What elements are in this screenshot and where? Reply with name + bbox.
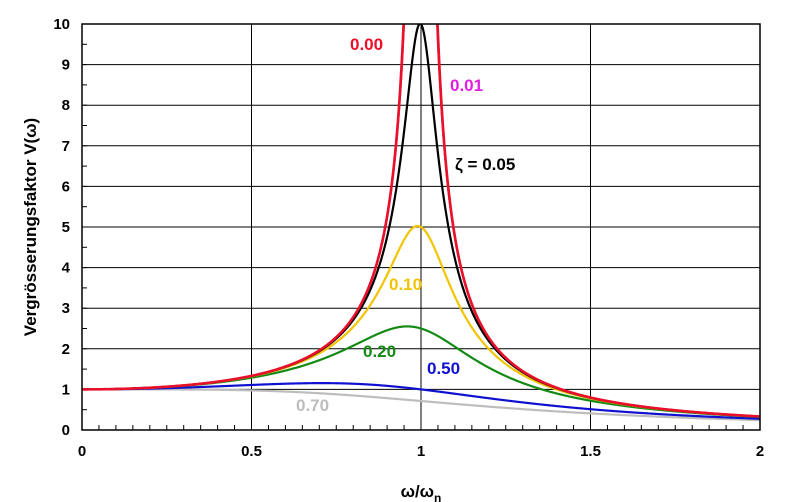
y-tick-label: 4 [62, 260, 71, 277]
curves [82, 24, 760, 422]
y-tick-label: 8 [62, 97, 70, 114]
x-tick-label: 0 [78, 443, 86, 460]
x-axis-title: ω/ωn [401, 482, 442, 502]
y-tick-label: 0 [62, 422, 70, 439]
x-tick-label: 1.5 [580, 443, 601, 460]
curve-label: 0.00 [350, 35, 383, 54]
curve-label: ζ = 0.05 [455, 155, 515, 174]
curve-zeta-0-50 [82, 382, 760, 420]
x-axis-title-subscript: n [434, 491, 441, 502]
x-tick-label: 1 [417, 443, 425, 460]
curve-label: 0.10 [389, 275, 422, 294]
curve-label: 0.70 [296, 396, 329, 415]
grid [82, 24, 760, 430]
y-tick-label: 3 [62, 300, 70, 317]
x-tick-label: 2 [756, 443, 764, 460]
y-tick-label: 10 [53, 16, 70, 33]
y-tick-label: 1 [62, 381, 70, 398]
curve-zeta-0-70 [82, 388, 760, 422]
y-tick-label: 9 [62, 57, 70, 74]
y-axis-title: Vergrösserungsfaktor V(ω) [21, 118, 40, 336]
y-tick-label: 5 [62, 219, 70, 236]
curve-labels: 0.00 0.01 ζ = 0.05 0.10 0.20 0.50 0.70 [296, 35, 515, 415]
x-axis-title-main: ω/ω [401, 482, 434, 501]
y-tick-label: 6 [62, 178, 70, 195]
x-tick-label: 0.5 [241, 443, 262, 460]
plot-frame [81, 23, 761, 431]
curve-label: 0.20 [363, 342, 396, 361]
x-tick-labels: 0 0.5 1 1.5 2 [78, 443, 764, 460]
curve-zeta-0-00 [82, 24, 760, 418]
minor-ticks [82, 43, 744, 430]
curve-label: 0.01 [450, 76, 483, 95]
y-tick-label: 7 [62, 138, 70, 155]
y-tick-label: 2 [62, 341, 70, 358]
y-tick-labels: 0 1 2 3 4 5 6 7 8 9 10 [53, 16, 70, 439]
curve-label: 0.50 [427, 359, 460, 378]
